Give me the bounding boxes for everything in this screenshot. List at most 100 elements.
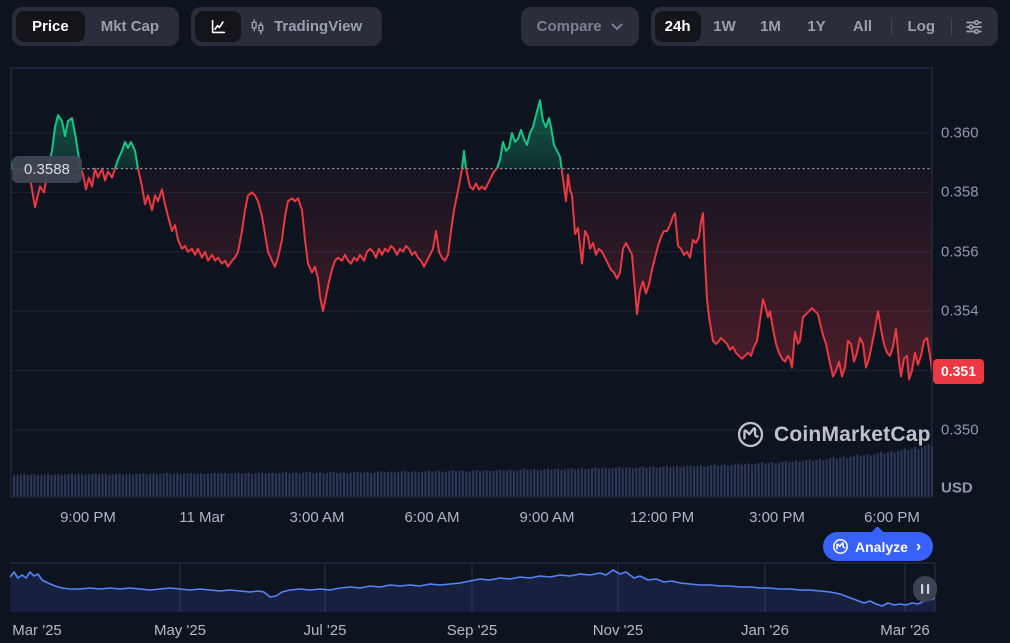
volume-bar [621, 468, 624, 496]
volume-bar [94, 473, 97, 496]
volume-bar [713, 464, 716, 496]
volume-bar [645, 467, 648, 496]
volume-bar [587, 468, 590, 496]
volume-bar [808, 459, 811, 496]
coinmarketcap-logo-icon [736, 420, 765, 449]
mode-tab-price[interactable]: Price [16, 11, 85, 42]
volume-bar [410, 471, 413, 496]
navigator-line[interactable] [9, 569, 936, 607]
navigator-handle[interactable] [913, 576, 937, 602]
volume-bar [703, 466, 706, 496]
volume-bar [597, 468, 600, 496]
volume-bar [910, 448, 913, 496]
volume-bar [145, 474, 148, 496]
volume-bar [91, 473, 94, 496]
volume-bar [206, 473, 209, 496]
volume-bar [315, 472, 318, 496]
volume-bar [77, 474, 80, 496]
analyze-button[interactable]: Analyze › [823, 526, 934, 561]
volume-bar [812, 460, 815, 496]
volume-bar [84, 474, 87, 496]
volume-bar [60, 475, 63, 496]
volume-bar [53, 474, 56, 496]
volume-bar [244, 473, 247, 496]
volume-bar [380, 471, 383, 496]
volume-bar [737, 463, 740, 496]
volume-bar [359, 472, 362, 496]
volume-bar [417, 472, 420, 496]
volume-bar [849, 457, 852, 496]
range-tab-24h[interactable]: 24h [654, 11, 701, 42]
volume-bar [159, 473, 162, 496]
volume-bar [468, 471, 471, 496]
volume-bar [74, 474, 77, 496]
currency-unit-label: USD [941, 479, 973, 497]
volume-bar [376, 471, 379, 496]
volume-bar [567, 468, 570, 496]
volume-bar [614, 467, 617, 496]
volume-bar [672, 466, 675, 496]
volume-bar [383, 472, 386, 496]
volume-bar [274, 473, 277, 496]
volume-bar [591, 467, 594, 496]
volume-bar [635, 467, 638, 496]
volume-bar [574, 469, 577, 496]
compare-label: Compare [536, 18, 602, 35]
mode-tab-mkt-cap[interactable]: Mkt Cap [100, 18, 160, 35]
volume-bar [536, 470, 539, 496]
y-axis-tick-label: 0.354 [941, 302, 979, 320]
chart-settings-button[interactable] [958, 11, 990, 42]
volume-bar [502, 470, 505, 496]
volume-bar [839, 457, 842, 496]
volume-bar [285, 472, 288, 496]
volume-bar [458, 471, 461, 496]
range-tab-1w[interactable]: 1W [713, 18, 736, 35]
x-axis-tick-label: 6:00 AM [404, 509, 460, 526]
volume-bar [128, 473, 131, 496]
volume-bar [869, 455, 872, 496]
volume-bar [485, 470, 488, 496]
compare-dropdown[interactable]: Compare [520, 7, 639, 46]
navigator-tick-label: May '25 [153, 622, 207, 639]
x-axis-tick-label: 9:00 AM [519, 509, 575, 526]
volume-bar [16, 474, 19, 496]
volume-bar [363, 472, 366, 496]
volume-bar [509, 469, 512, 496]
range-tab-1y[interactable]: 1Y [807, 18, 826, 35]
tradingview-tab[interactable]: TradingView [241, 18, 378, 36]
volume-bar [302, 472, 305, 496]
volume-bar [859, 456, 862, 496]
volume-bar [142, 473, 145, 496]
volume-bar [781, 461, 784, 496]
volume-bar [679, 467, 682, 496]
volume-bar [138, 473, 141, 496]
volume-bar [278, 473, 281, 496]
volume-bar [652, 466, 655, 496]
volume-bar [744, 464, 747, 496]
volume-bar [516, 470, 519, 496]
volume-bar [70, 473, 73, 496]
range-tab-1m[interactable]: 1M [760, 18, 781, 35]
volume-bar [43, 474, 46, 496]
volume-bar [706, 465, 709, 496]
volume-bar [733, 464, 736, 496]
volume-bar [771, 461, 774, 496]
range-tab-all[interactable]: All [852, 18, 873, 35]
volume-bar [189, 472, 192, 496]
volume-bar [81, 473, 84, 496]
volume-bar [295, 472, 298, 496]
volume-bar [353, 472, 356, 496]
volume-bar [920, 447, 923, 496]
line-chart-tab[interactable] [195, 11, 242, 42]
volume-bar [699, 465, 702, 496]
volume-bar [186, 473, 189, 496]
log-scale-toggle[interactable]: Log [907, 18, 936, 35]
x-axis-tick-label: 3:00 AM [289, 509, 345, 526]
volume-bar [393, 472, 396, 496]
volume-bar [825, 459, 828, 496]
volume-bar [397, 472, 400, 496]
volume-bar [213, 472, 216, 496]
volume-bar [557, 468, 560, 496]
chevron-down-icon [611, 23, 623, 31]
